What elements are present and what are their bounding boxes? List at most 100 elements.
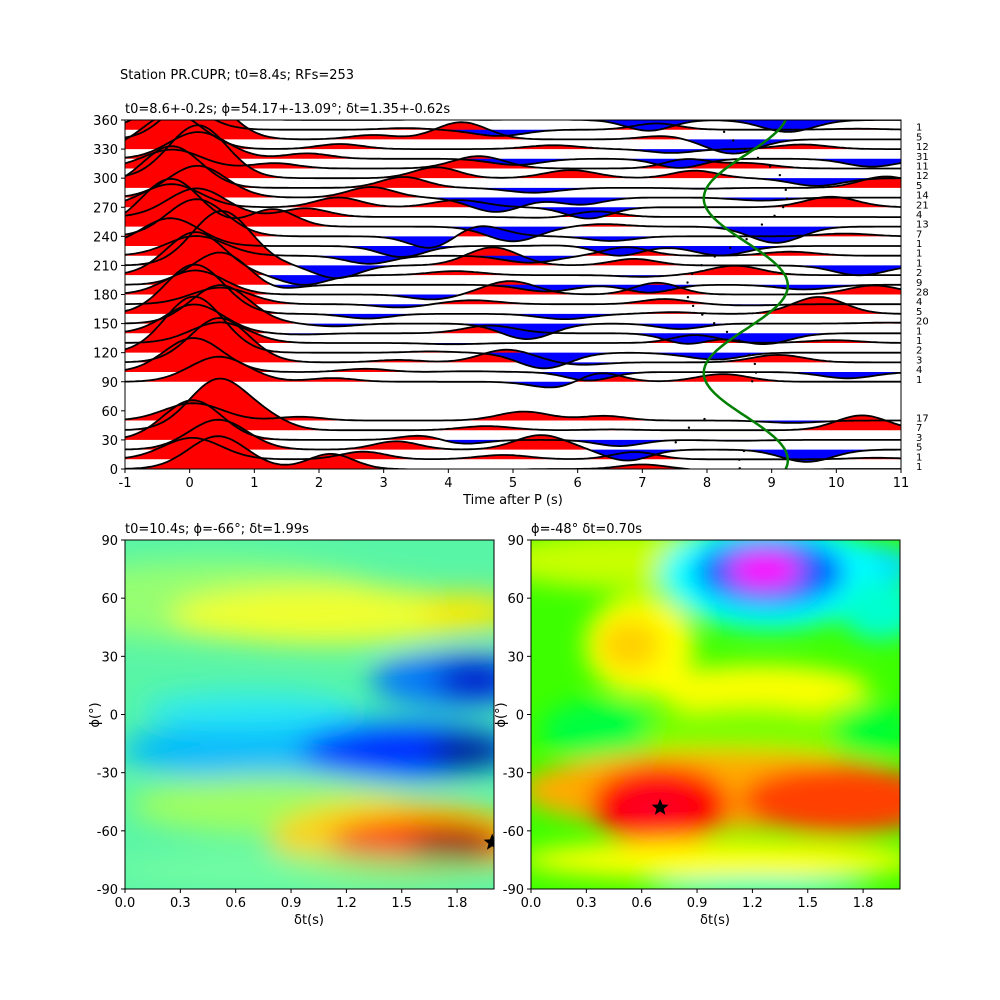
trace-marker: [722, 130, 726, 134]
bin-count: 2: [916, 346, 922, 357]
trace-line: [272, 120, 901, 133]
y-tick-label: 0: [110, 463, 118, 478]
trace-marker: [760, 223, 764, 226]
top-x-axis-label: Time after P (s): [462, 493, 563, 508]
trace-line: [125, 209, 901, 279]
x-tick-label: 3: [380, 476, 388, 491]
trace-line: [125, 317, 901, 366]
x-tick-label: 9: [768, 476, 776, 491]
y-tick-label: 300: [93, 172, 118, 187]
y-tick-label: 330: [93, 143, 118, 158]
trace-marker: [773, 214, 776, 218]
trace-line: [125, 286, 901, 309]
right-x-axis-label: δt(s): [700, 913, 730, 928]
trace-line: [125, 399, 901, 448]
trace-line: [125, 187, 901, 219]
energy-map-2-panel: ϕ=-48° δt=0.70s: [494, 522, 901, 928]
negative-fill: [125, 139, 901, 154]
x-tick-label: 1.2: [742, 896, 763, 911]
trace-marker: [713, 255, 716, 258]
x-tick-label: 2: [315, 476, 323, 491]
bin-count: 1: [916, 375, 922, 386]
trace-line: [125, 284, 901, 341]
y-tick-label: 120: [93, 347, 118, 362]
bin-count: 1: [916, 336, 922, 347]
energy-map-2-field: [531, 540, 900, 889]
trace-line: [125, 198, 901, 249]
y-tick-label: 180: [93, 289, 118, 304]
x-tick-label: 0.6: [631, 896, 652, 911]
trace-marker: [756, 156, 760, 160]
bin-count: 1: [916, 249, 922, 260]
trace-line: [125, 148, 901, 170]
y-tick-label: 270: [93, 201, 118, 216]
y-tick-label: 30: [507, 650, 524, 665]
trace-marker: [725, 330, 729, 334]
trace-marker: [732, 139, 735, 142]
trace-lines: [125, 120, 901, 469]
trace-line: [125, 337, 901, 382]
trace-marker: [778, 173, 782, 177]
receiver-function-panel: t0=8.6+-0.2s; ϕ=54.17+-13.09°; δt=1.35+-…: [93, 102, 929, 508]
x-tick-label: 0.9: [281, 896, 302, 911]
trace-line: [125, 355, 901, 389]
x-tick-label: 1.2: [336, 896, 357, 911]
bin-count: 20: [916, 317, 929, 328]
trace-line: [125, 251, 901, 294]
left-y-ticks: -90 -60 -30 0 30 60 90: [97, 534, 125, 898]
best-fit-star-2: [651, 798, 669, 815]
x-tick-label: 1.8: [447, 896, 468, 911]
trace-marker: [729, 246, 732, 250]
trace-line: [125, 177, 901, 244]
positive-fill: [125, 287, 901, 305]
trace-line: [125, 183, 901, 220]
negative-fill: [125, 323, 901, 340]
bin-count: 4: [916, 210, 922, 221]
trace-marker: [712, 322, 716, 325]
negative-fill: [125, 226, 901, 243]
trace-marker: [701, 313, 704, 316]
positive-fill: [125, 436, 901, 469]
x-tick-label: 5: [509, 476, 517, 491]
trace-line: [125, 303, 901, 345]
bin-count: 1: [916, 123, 922, 134]
trace-marker: [691, 304, 695, 308]
top-x-ticks: -1 0 1 2 3 4 5 6 7 8 9 10 11: [119, 469, 909, 491]
left-x-axis-label: δt(s): [294, 913, 324, 928]
bin-count: 5: [916, 132, 922, 143]
bin-count: 1: [916, 258, 922, 269]
positive-fill: [125, 146, 901, 188]
y-tick-label: 360: [93, 114, 118, 129]
positive-fill: [125, 419, 901, 450]
bin-count: 11: [916, 161, 929, 172]
trace-marker: [781, 205, 785, 209]
trace-marker: [700, 264, 703, 267]
bin-count: 28: [916, 288, 929, 299]
y-tick-label: -60: [503, 825, 524, 840]
negative-fill: [125, 265, 901, 279]
trace-marker: [690, 272, 694, 276]
x-tick-label: 0.6: [225, 896, 246, 911]
negative-fill: [125, 449, 901, 462]
bin-count: 3: [916, 355, 922, 366]
negative-fill: [125, 372, 901, 381]
trace-marker: [742, 449, 746, 453]
y-tick-label: -60: [97, 825, 118, 840]
y-tick-label: -90: [503, 883, 524, 898]
trace-marker: [753, 362, 757, 366]
positive-fill: [125, 218, 901, 247]
negative-fill: [125, 120, 901, 132]
negative-fill: [125, 246, 901, 257]
negative-fill: [125, 284, 901, 293]
y-tick-label: 60: [101, 405, 118, 420]
trace-line: [125, 120, 901, 155]
x-tick-label: 10: [828, 476, 845, 491]
top-y-ticks: 0 30 60 90 120 150 180 210 240 270 300 330 360: [93, 114, 125, 478]
positive-fill: [125, 378, 901, 431]
y-tick-label: 30: [101, 650, 118, 665]
trace-line: [125, 231, 901, 286]
bin-count: 1: [916, 326, 922, 337]
bin-count: 21: [916, 200, 929, 211]
energy-map-1-field: [125, 560, 494, 889]
trace-marker: [703, 417, 706, 421]
